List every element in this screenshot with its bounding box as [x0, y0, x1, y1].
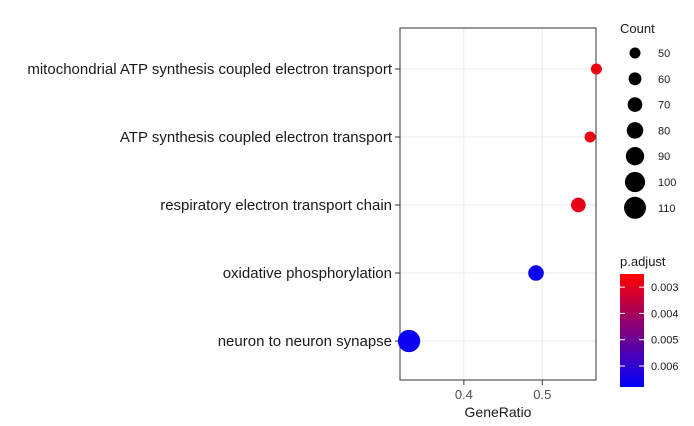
plot-panel-border: [399, 27, 597, 381]
count-legend-label: 80: [658, 125, 670, 137]
count-legend-label: 50: [658, 48, 670, 60]
x-axis-tick-label: 0.4: [455, 387, 473, 402]
count-legend-key: [629, 47, 641, 59]
count-legend-key: [628, 72, 642, 86]
count-legend-label: 90: [658, 151, 670, 163]
colorbar-tick-label: 0.004: [651, 308, 679, 320]
data-point: [397, 329, 421, 353]
x-axis-tick-label: 0.5: [533, 387, 551, 402]
count-legend-key: [624, 171, 646, 193]
p-adjust-legend: p.adjust 0.003 0.004 0.005 0.006: [620, 254, 679, 387]
data-points: [397, 63, 602, 353]
count-legend-label: 100: [658, 177, 676, 189]
data-point: [571, 197, 586, 213]
plot-grid: [400, 28, 596, 380]
data-point: [584, 131, 596, 143]
count-legend-key: [624, 196, 646, 219]
x-axis-title: GeneRatio: [465, 404, 532, 420]
p-adjust-legend-title: p.adjust: [620, 254, 666, 269]
y-axis-label: oxidative phosphorylation: [223, 265, 392, 282]
y-axis-label: mitochondrial ATP synthesis coupled elec…: [27, 61, 392, 78]
count-legend-key: [626, 122, 644, 139]
count-legend-label: 60: [658, 74, 670, 86]
y-axis-label: ATP synthesis coupled electron transport: [120, 129, 393, 146]
p-adjust-colorbar: [620, 274, 644, 387]
y-axis-ticks: [395, 68, 400, 342]
y-axis-labels: mitochondrial ATP synthesis coupled elec…: [27, 61, 392, 350]
data-point: [590, 63, 602, 75]
x-axis-ticks: 0.4 0.5: [455, 380, 551, 402]
count-legend-label: 110: [658, 203, 676, 215]
count-legend-label: 70: [658, 100, 670, 112]
count-legend-key: [625, 147, 645, 166]
y-axis-label: neuron to neuron synapse: [218, 333, 392, 350]
count-legend-title: Count: [620, 21, 655, 36]
count-legend: Count 50 60 70 80 90 100 110: [620, 21, 676, 219]
colorbar-tick-label: 0.006: [651, 361, 679, 373]
colorbar-tick-label: 0.005: [651, 335, 679, 347]
count-legend-key: [627, 97, 643, 112]
colorbar-tick-label: 0.003: [651, 282, 679, 294]
data-point: [528, 265, 544, 281]
y-axis-label: respiratory electron transport chain: [160, 197, 392, 214]
